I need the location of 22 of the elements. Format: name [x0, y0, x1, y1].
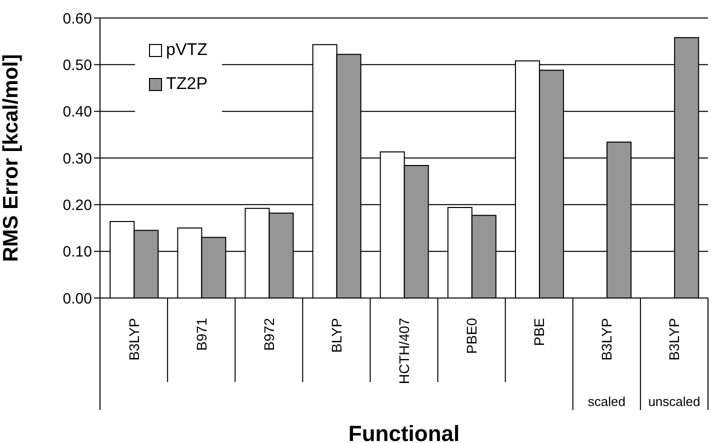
- x-axis-title: Functional: [348, 421, 460, 443]
- y-tick-label: 0.50: [62, 56, 92, 74]
- y-tick-label: 0.40: [62, 104, 92, 121]
- x-tick-label: BLYP: [328, 318, 344, 353]
- x-tick-label: B3LYP: [126, 318, 142, 361]
- legend-label: pVTZ: [166, 40, 208, 60]
- text: unscaled: [648, 394, 700, 409]
- text: scaled: [588, 394, 626, 409]
- y-tick-label: 0.20: [62, 196, 92, 214]
- x-tick-label: B3LYP: [598, 318, 615, 361]
- y-tick-label: 0.10: [62, 244, 92, 261]
- y-tick-label: 0.60: [62, 10, 92, 28]
- x-tick-label: HCTH/407: [396, 318, 412, 384]
- y-tick-label: 0.30: [62, 150, 92, 168]
- x-tick-label: B3LYP: [666, 318, 682, 361]
- x-tick-label: PBE: [531, 318, 548, 346]
- x-tick-label: B971: [193, 318, 210, 351]
- x-tick-label: PBE0: [464, 318, 480, 354]
- legend-label: TZ2P: [166, 74, 208, 94]
- y-axis-title: RMS Error [kcal/mol]: [0, 54, 22, 262]
- x-tick-label: B972: [260, 318, 277, 351]
- y-tick-label: 0.00: [62, 290, 92, 308]
